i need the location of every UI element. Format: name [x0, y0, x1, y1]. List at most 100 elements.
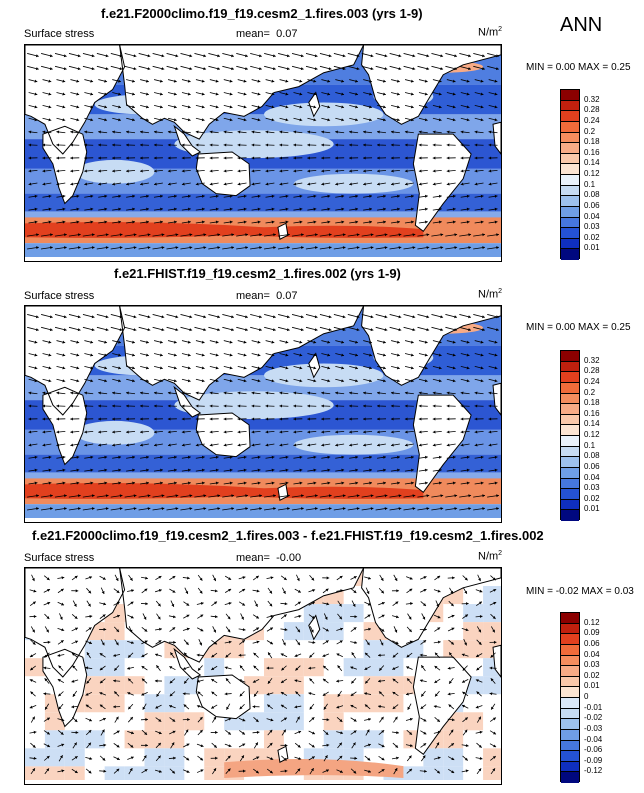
- colorbar-label: 0.32: [584, 94, 600, 104]
- colorbar-label: 0.28: [584, 105, 600, 115]
- colorbar-label: 0.02: [584, 232, 600, 242]
- colorbar-label: 0.04: [584, 649, 600, 659]
- panel-2-minmax: MIN = 0.00 MAX = 0.25: [526, 322, 631, 333]
- colorbar-swatch: [561, 132, 579, 144]
- colorbar-label: 0.14: [584, 158, 600, 168]
- colorbar-label: 0.09: [584, 628, 600, 638]
- colorbar-swatch: [561, 249, 579, 260]
- panel-1-map: [24, 44, 502, 262]
- colorbar-label: 0.32: [584, 355, 600, 365]
- colorbar-swatch: [561, 467, 579, 479]
- panel-2-colorbar: [560, 350, 580, 521]
- colorbar-label: 0.18: [584, 137, 600, 147]
- panel-2-title: f.e21.FHIST.f19_f19.cesm2_1.fires.002 (y…: [114, 266, 401, 281]
- colorbar-label: 0.04: [584, 211, 600, 221]
- colorbar-label: 0.2: [584, 126, 596, 136]
- colorbar-label: 0.06: [584, 461, 600, 471]
- colorbar-swatch: [561, 382, 579, 394]
- colorbar-label: 0.14: [584, 419, 600, 429]
- colorbar-swatch: [561, 478, 579, 490]
- colorbar-swatch: [561, 676, 579, 688]
- colorbar-swatch: [561, 361, 579, 373]
- colorbar-swatch: [561, 698, 579, 709]
- colorbar-swatch: [561, 175, 579, 186]
- colorbar-label: 0.28: [584, 366, 600, 376]
- colorbar-label: 0.08: [584, 190, 600, 200]
- colorbar-label: 0.01: [584, 504, 600, 514]
- panel-3-title: f.e21.F2000climo.f19_f19.cesm2_1.fires.0…: [32, 528, 544, 543]
- colorbar-swatch: [561, 351, 579, 362]
- panel-3-mean: mean= -0.00: [236, 552, 302, 564]
- colorbar-swatch: [561, 196, 579, 207]
- colorbar-label: 0.16: [584, 408, 600, 418]
- colorbar-swatch: [561, 90, 579, 101]
- colorbar-swatch: [561, 623, 579, 635]
- panel-1-variable: Surface stress: [24, 28, 95, 40]
- panel-3-colorbar: [560, 612, 580, 783]
- colorbar-label: 0.2: [584, 387, 596, 397]
- colorbar-swatch: [561, 143, 579, 154]
- colorbar-label: -0.02: [584, 713, 603, 723]
- colorbar-swatch: [561, 185, 579, 197]
- colorbar-swatch: [561, 634, 579, 645]
- colorbar-label: 0.24: [584, 115, 600, 125]
- colorbar-swatch: [561, 436, 579, 447]
- colorbar-swatch: [561, 457, 579, 468]
- colorbar-swatch: [561, 164, 579, 175]
- colorbar-swatch: [561, 425, 579, 436]
- colorbar-label: 0.08: [584, 451, 600, 461]
- panel-2-mean: mean= 0.07: [236, 290, 298, 302]
- colorbar-swatch: [561, 404, 579, 415]
- colorbar-label: 0.16: [584, 147, 600, 157]
- colorbar-label: 0.02: [584, 670, 600, 680]
- colorbar-swatch: [561, 655, 579, 667]
- panel-1-minmax: MIN = 0.00 MAX = 0.25: [526, 62, 631, 73]
- colorbar-label: 0.04: [584, 472, 600, 482]
- colorbar-label: 0.02: [584, 493, 600, 503]
- colorbar-label: 0.12: [584, 430, 600, 439]
- colorbar-swatch: [561, 499, 579, 511]
- colorbar-swatch: [561, 206, 579, 218]
- panel-3-variable: Surface stress: [24, 552, 95, 564]
- colorbar-swatch: [561, 238, 579, 250]
- panel-3-units: N/m2: [478, 550, 503, 563]
- colorbar-label: 0.03: [584, 660, 600, 670]
- panel-1-units: N/m2: [478, 26, 503, 39]
- colorbar-swatch: [561, 393, 579, 405]
- colorbar-swatch: [561, 153, 579, 165]
- colorbar-swatch: [561, 372, 579, 383]
- colorbar-swatch: [561, 100, 579, 112]
- colorbar-swatch: [561, 687, 579, 698]
- colorbar-label: -0.09: [584, 755, 603, 765]
- colorbar-label: 0.12: [584, 169, 600, 178]
- colorbar-swatch: [561, 772, 579, 783]
- panel-1-colorbar: [560, 89, 580, 260]
- colorbar-label: 0: [584, 692, 589, 701]
- colorbar-label: -0.03: [584, 723, 603, 733]
- colorbar-swatch: [561, 644, 579, 656]
- colorbar-swatch: [561, 217, 579, 229]
- colorbar-swatch: [561, 751, 579, 762]
- panel-1-mean: mean= 0.07: [236, 28, 298, 40]
- colorbar-swatch: [561, 666, 579, 677]
- colorbar-label: -0.06: [584, 745, 603, 755]
- colorbar-label: 0.03: [584, 222, 600, 232]
- colorbar-label: 0.12: [584, 617, 600, 627]
- colorbar-swatch: [561, 228, 579, 239]
- colorbar-swatch: [561, 708, 579, 720]
- panel-2-units: N/m2: [478, 288, 503, 301]
- panel-2-variable: Surface stress: [24, 290, 95, 302]
- colorbar-label: 0.1: [584, 440, 596, 450]
- colorbar-label: 0.06: [584, 200, 600, 210]
- colorbar-label: -0.01: [584, 702, 603, 712]
- colorbar-label: 0.18: [584, 398, 600, 408]
- colorbar-label: -0.04: [584, 734, 603, 744]
- panel-3-minmax: MIN = -0.02 MAX = 0.03: [526, 586, 634, 597]
- colorbar-swatch: [561, 111, 579, 122]
- colorbar-label: 0.1: [584, 179, 596, 189]
- colorbar-swatch: [561, 510, 579, 521]
- colorbar-swatch: [561, 489, 579, 500]
- panel-1-title: f.e21.F2000climo.f19_f19.cesm2_1.fires.0…: [101, 6, 423, 21]
- colorbar-swatch: [561, 719, 579, 730]
- colorbar-swatch: [561, 414, 579, 426]
